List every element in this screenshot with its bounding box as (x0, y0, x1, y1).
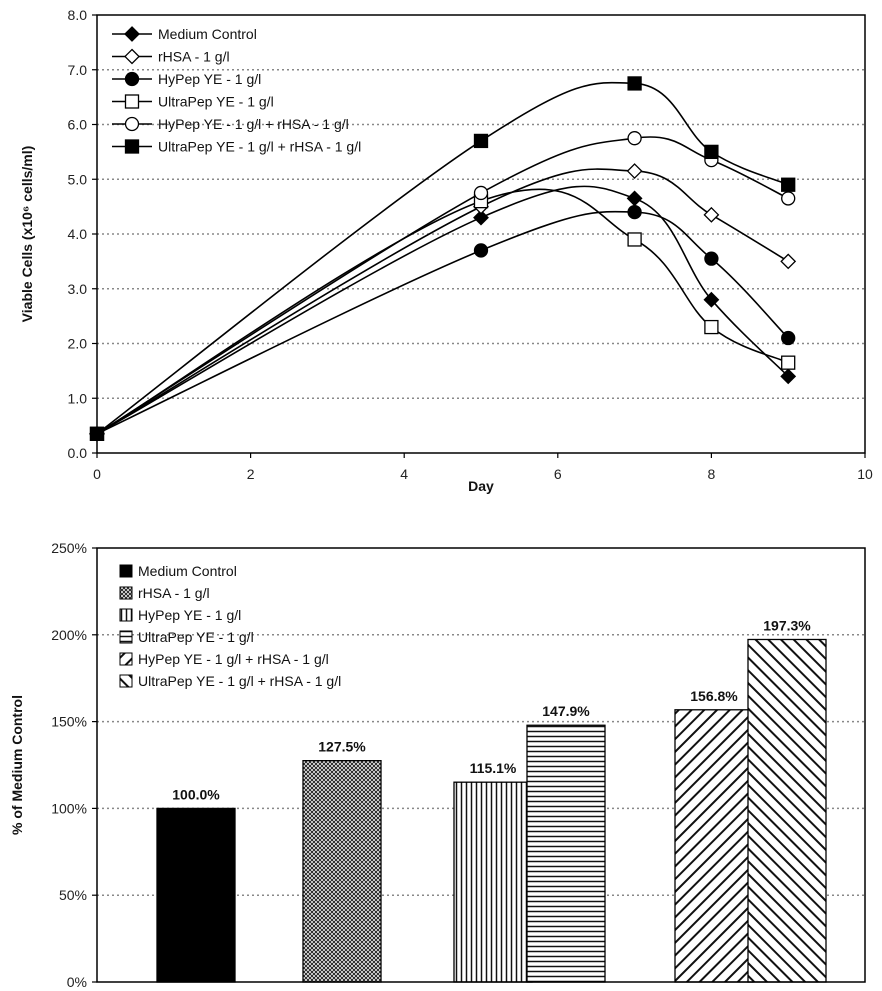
data-point (704, 144, 719, 160)
x-tick-label: 0 (93, 466, 101, 482)
bar (526, 724, 606, 983)
y-tick-label: 8.0 (68, 7, 88, 23)
bar-value-label: 197.3% (763, 617, 811, 633)
x-tick-label: 8 (708, 466, 716, 482)
y-tick-label: 2.0 (68, 336, 88, 352)
bar-value-label: 127.5% (318, 739, 366, 755)
bar (674, 709, 754, 983)
data-point (703, 291, 720, 308)
series-line (96, 210, 789, 435)
data-point (473, 209, 489, 226)
y-tick-label: 1.0 (68, 390, 88, 406)
data-point (626, 163, 643, 179)
data-point (627, 76, 642, 91)
legend-swatch (119, 674, 133, 688)
bar-value-label: 115.1% (470, 760, 517, 776)
legend-swatch (119, 564, 133, 578)
legend-swatch (119, 630, 133, 644)
legend-swatch (119, 586, 133, 600)
y-tick-label: 7.0 (68, 62, 88, 78)
y-tick-label: 4.0 (68, 226, 88, 242)
y-tick-label: 100% (51, 800, 87, 816)
data-point (627, 131, 642, 146)
data-point (704, 251, 719, 266)
data-point (780, 368, 797, 385)
y-axis-title: Viable Cells (x10⁶ cells/ml) (19, 146, 35, 323)
legend-label: UltraPep YE - 1 g/l (158, 94, 274, 110)
data-point (781, 355, 796, 370)
y-tick-label: 150% (51, 714, 87, 730)
series-line (96, 136, 789, 435)
legend-label: HyPep YE - 1 g/l + rHSA - 1 g/l (138, 651, 329, 667)
x-tick-label: 6 (554, 466, 562, 482)
legend-marker (124, 139, 140, 154)
data-point (704, 319, 719, 335)
y-tick-label: 0.0 (68, 445, 88, 461)
legend-label: rHSA - 1 g/l (158, 49, 230, 65)
legend-label: UltraPep YE - 1 g/l + rHSA - 1 g/l (158, 139, 361, 155)
legend-swatch (119, 608, 133, 622)
data-point (781, 330, 796, 346)
x-tick-label: 10 (857, 466, 873, 482)
y-tick-label: 6.0 (68, 117, 88, 133)
bar (747, 638, 827, 983)
y-tick-label: 50% (59, 887, 87, 903)
data-point (703, 206, 720, 223)
line-chart: 0.0 1.0 2.0 3.0 4.0 5.0 6.0 7.0 8.0 0 2 4 6 8 10 Day Via… (19, 7, 873, 494)
series-line (96, 81, 789, 435)
data-point (89, 426, 105, 441)
bar (156, 807, 236, 983)
legend-marker (124, 116, 140, 132)
x-axis-title: Day (468, 478, 494, 494)
legend-label: UltraPep YE - 1 g/l (138, 629, 254, 645)
bar-chart: 100.0% 127.5% 115.1% 147.9% 156.8% 197.3% 0% 50… (9, 540, 866, 990)
y-tick-label: 0% (67, 974, 87, 990)
y-tick-label: 5.0 (68, 171, 88, 187)
series-line (96, 168, 789, 435)
legend-swatch (119, 652, 133, 666)
bar (453, 781, 533, 983)
plot-frame (96, 547, 866, 983)
y-tick-label: 250% (51, 540, 87, 556)
series-line (96, 185, 789, 435)
data-point (473, 133, 489, 149)
data-point (473, 243, 489, 258)
data-point (626, 190, 643, 207)
data-point (780, 253, 797, 270)
y-tick-label: 200% (51, 627, 87, 643)
y-axis-title: % of Medium Control (9, 695, 25, 835)
x-tick-label: 2 (247, 466, 255, 482)
data-point (627, 232, 642, 247)
y-tick-label: 3.0 (68, 281, 88, 297)
legend-label: Medium Control (138, 563, 237, 579)
bar-value-label: 100.0% (172, 786, 220, 802)
bar-value-label: 147.9% (542, 703, 590, 719)
legend-label: HyPep YE - 1 g/l (158, 71, 261, 87)
legend-label: HyPep YE - 1 g/l (138, 607, 241, 623)
x-tick-label: 4 (400, 466, 408, 482)
data-point (473, 185, 489, 201)
data-point (627, 204, 642, 220)
bar (302, 760, 382, 983)
legend-marker (124, 71, 140, 87)
legend-label: UltraPep YE - 1 g/l + rHSA - 1 g/l (138, 673, 341, 689)
legend-marker (124, 26, 140, 42)
legend-label: HyPep YE - 1 g/l + rHSA - 1 g/l (158, 116, 349, 132)
legend-label: Medium Control (158, 26, 257, 42)
data-point (781, 177, 796, 192)
legend-label: rHSA - 1 g/l (138, 585, 210, 601)
bar-value-label: 156.8% (690, 688, 738, 704)
legend-marker (124, 94, 140, 109)
data-point (781, 191, 796, 206)
legend-marker (124, 48, 140, 65)
